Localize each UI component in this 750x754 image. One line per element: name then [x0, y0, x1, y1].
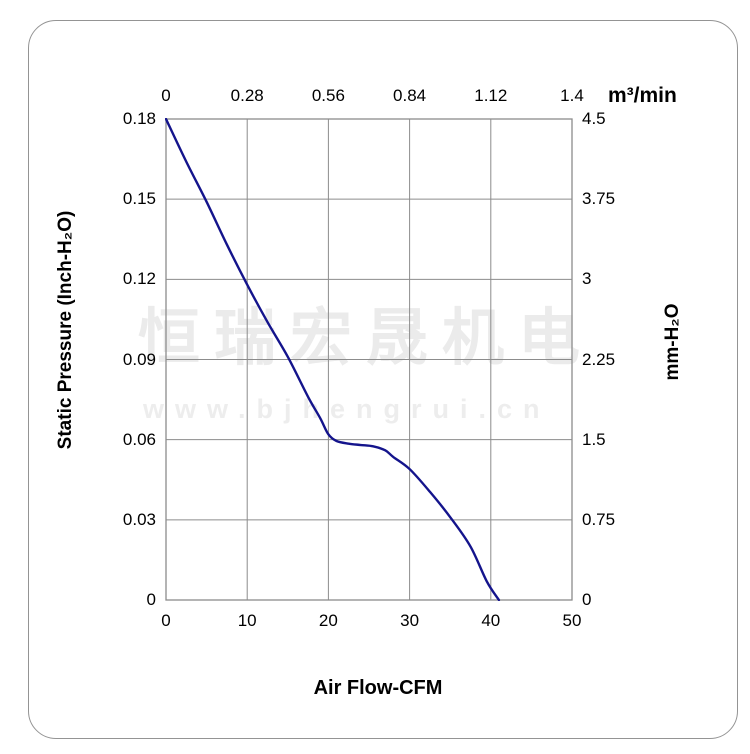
y-left-tick-label: 0.12 [122, 269, 156, 289]
y-left-tick-label: 0.15 [122, 189, 156, 209]
y-right-tick-label: 2.25 [582, 349, 616, 369]
y-axis-right-title: mm-H₂O [662, 303, 683, 381]
x-top-tick-label: 0.84 [393, 86, 427, 105]
x-axis-top-unit-label: m³/min [608, 84, 677, 107]
x-bottom-tick-label: 30 [400, 611, 420, 630]
x-bottom-tick-label: 20 [318, 611, 338, 630]
performance-curve [165, 118, 501, 601]
watermark-website: www.bjhengrui.cn [143, 394, 551, 424]
x-bottom-tick-label: 10 [237, 611, 257, 630]
rounded-panel-border [28, 20, 738, 739]
x-top-tick-label: 0.56 [311, 86, 345, 105]
x-top-tick-label: 0 [161, 86, 171, 105]
y-right-tick-label: 1.5 [582, 429, 606, 449]
y-left-tick-label: 0.06 [122, 429, 156, 449]
y-left-tick-label: 0.03 [122, 509, 156, 529]
y-axis-left-title: Static Pressure (Inch-H₂O) [55, 210, 76, 450]
pressure-airflow-plot [165, 118, 573, 601]
y-right-tick-label: 0 [582, 590, 592, 609]
plot-frame [165, 118, 573, 601]
x-axis-bottom-title: Air Flow-CFM [313, 677, 443, 699]
y-right-tick-label: 0.75 [582, 509, 616, 529]
x-top-tick-label: 1.12 [474, 86, 508, 105]
y-left-tick-label: 0.18 [122, 109, 156, 128]
x-top-tick-label: 1.4 [560, 86, 584, 105]
x-bottom-tick-label: 40 [481, 611, 501, 630]
y-left-tick-label: 0 [146, 590, 156, 609]
y-right-tick-label: 3 [582, 269, 592, 289]
y-left-tick-label: 0.09 [122, 349, 156, 369]
x-top-tick-label: 0.28 [230, 86, 264, 105]
x-bottom-tick-label: 0 [161, 611, 171, 630]
y-right-tick-label: 4.5 [582, 109, 606, 128]
y-right-tick-label: 3.75 [582, 189, 616, 209]
x-bottom-tick-label: 50 [562, 611, 582, 630]
